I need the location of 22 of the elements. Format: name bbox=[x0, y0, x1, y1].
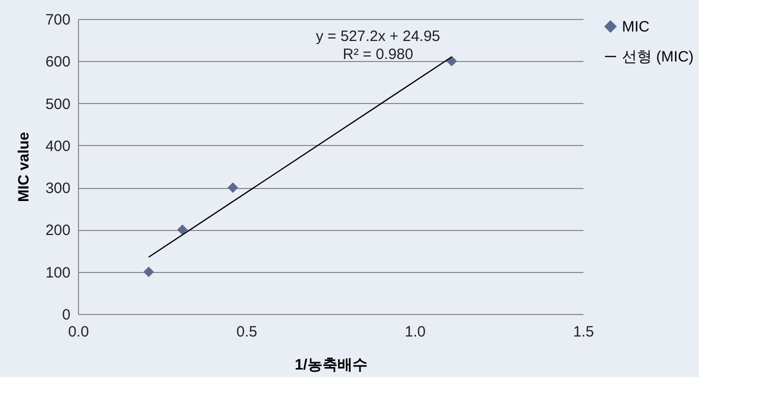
annotation: R² = 0.980 bbox=[342, 46, 414, 63]
y-tick-label: 500 bbox=[45, 96, 70, 113]
y-tick-label: 700 bbox=[45, 12, 70, 28]
y-tick-label: 0 bbox=[62, 306, 70, 324]
x-tick-label: 0.0 bbox=[68, 324, 89, 340]
y-tick-label: 600 bbox=[45, 54, 70, 71]
legend-label: 선형 (MIC) bbox=[622, 48, 694, 66]
point bbox=[177, 224, 188, 235]
point bbox=[446, 56, 457, 66]
x-tick-label: 1.5 bbox=[573, 324, 594, 340]
x-tick-label: 1.0 bbox=[404, 324, 426, 340]
y-tick-label: 200 bbox=[45, 222, 70, 240]
point bbox=[228, 182, 238, 193]
y-tick-label: 400 bbox=[45, 138, 70, 155]
x-tick-label: 0.5 bbox=[236, 324, 258, 340]
x-axis-title: 1/농축배수 bbox=[294, 356, 368, 374]
y-tick-label: 300 bbox=[45, 180, 70, 198]
legend-label: MIC bbox=[622, 18, 650, 36]
y-tick-label: 100 bbox=[45, 264, 70, 282]
y-axis-title: MIC value bbox=[15, 132, 32, 202]
point bbox=[143, 266, 154, 278]
annotation: y = 527.2x + 24.95 bbox=[316, 28, 440, 45]
